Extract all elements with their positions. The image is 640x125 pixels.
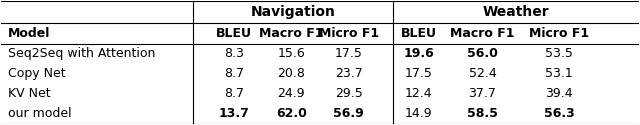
Text: Seq2Seq with Attention: Seq2Seq with Attention [8, 48, 155, 60]
Text: BLEU: BLEU [216, 27, 252, 40]
Text: 19.6: 19.6 [403, 48, 434, 60]
Text: Navigation: Navigation [250, 5, 335, 19]
Text: 15.6: 15.6 [278, 48, 305, 60]
Text: Model: Model [8, 27, 50, 40]
Text: 8.3: 8.3 [224, 48, 244, 60]
Text: 62.0: 62.0 [276, 107, 307, 120]
Text: 17.5: 17.5 [405, 67, 433, 80]
Text: 8.7: 8.7 [224, 67, 244, 80]
Text: KV Net: KV Net [8, 86, 51, 100]
Text: our model: our model [8, 107, 72, 120]
Text: Weather: Weather [483, 5, 549, 19]
Text: BLEU: BLEU [401, 27, 436, 40]
Text: 56.9: 56.9 [333, 107, 364, 120]
Text: 24.9: 24.9 [278, 86, 305, 100]
Text: Macro F1: Macro F1 [259, 27, 324, 40]
Text: 20.8: 20.8 [277, 67, 305, 80]
Text: 17.5: 17.5 [335, 48, 363, 60]
Text: 12.4: 12.4 [405, 86, 433, 100]
Text: 13.7: 13.7 [218, 107, 250, 120]
Text: Macro F1: Macro F1 [451, 27, 515, 40]
Text: 14.9: 14.9 [405, 107, 433, 120]
Text: Micro F1: Micro F1 [529, 27, 589, 40]
Text: 53.5: 53.5 [545, 48, 573, 60]
Text: 37.7: 37.7 [468, 86, 497, 100]
Text: 39.4: 39.4 [545, 86, 573, 100]
Text: 56.3: 56.3 [543, 107, 574, 120]
Text: 29.5: 29.5 [335, 86, 362, 100]
Text: Copy Net: Copy Net [8, 67, 65, 80]
Text: 53.1: 53.1 [545, 67, 573, 80]
Text: 58.5: 58.5 [467, 107, 498, 120]
Text: Micro F1: Micro F1 [319, 27, 379, 40]
Text: 52.4: 52.4 [468, 67, 497, 80]
Text: 56.0: 56.0 [467, 48, 498, 60]
Text: 23.7: 23.7 [335, 67, 362, 80]
Text: 8.7: 8.7 [224, 86, 244, 100]
